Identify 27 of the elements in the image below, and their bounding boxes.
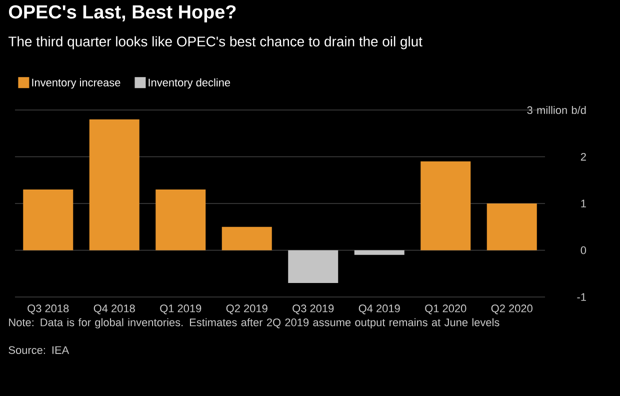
x-tick-label: Q4 2019 [358,304,400,314]
bar [354,250,404,255]
bar [486,204,537,250]
legend-label: Inventory increase [32,78,120,89]
y-tick-label: 3 million b/d [527,106,586,114]
x-tick-label: Q2 2020 [491,304,532,314]
bar [89,119,140,250]
y-tick-label: -1 [577,293,586,301]
chart-title: OPEC's Last, Best Hope? [8,5,236,22]
legend-label: Inventory decline [148,78,230,89]
bar [156,189,206,250]
x-tick-label: Q2 2019 [226,304,268,314]
x-tick-label: Q4 2018 [94,304,135,314]
source-note: Source: IEA [8,346,70,354]
x-tick-label: Q1 2020 [425,304,466,314]
text: Note: Data is for global inventories. Estimates after 2Q 2019 assume output remains at June levels [9,318,500,328]
bar [420,161,471,250]
bar [222,226,272,250]
y-tick-label: 2 [580,152,586,161]
x-tick-label: Q1 2019 [160,304,202,314]
chart-subtitle: The third quarter looks like OPEC's best chance to drain the oil glut [8,36,422,50]
y-tick-label: 1 [581,200,586,208]
x-tick-label: Q3 2019 [292,304,334,314]
y-tick-label: 0 [580,246,586,254]
bar [23,189,74,250]
x-tick-label: Q3 2018 [28,304,69,314]
bar [288,250,338,283]
